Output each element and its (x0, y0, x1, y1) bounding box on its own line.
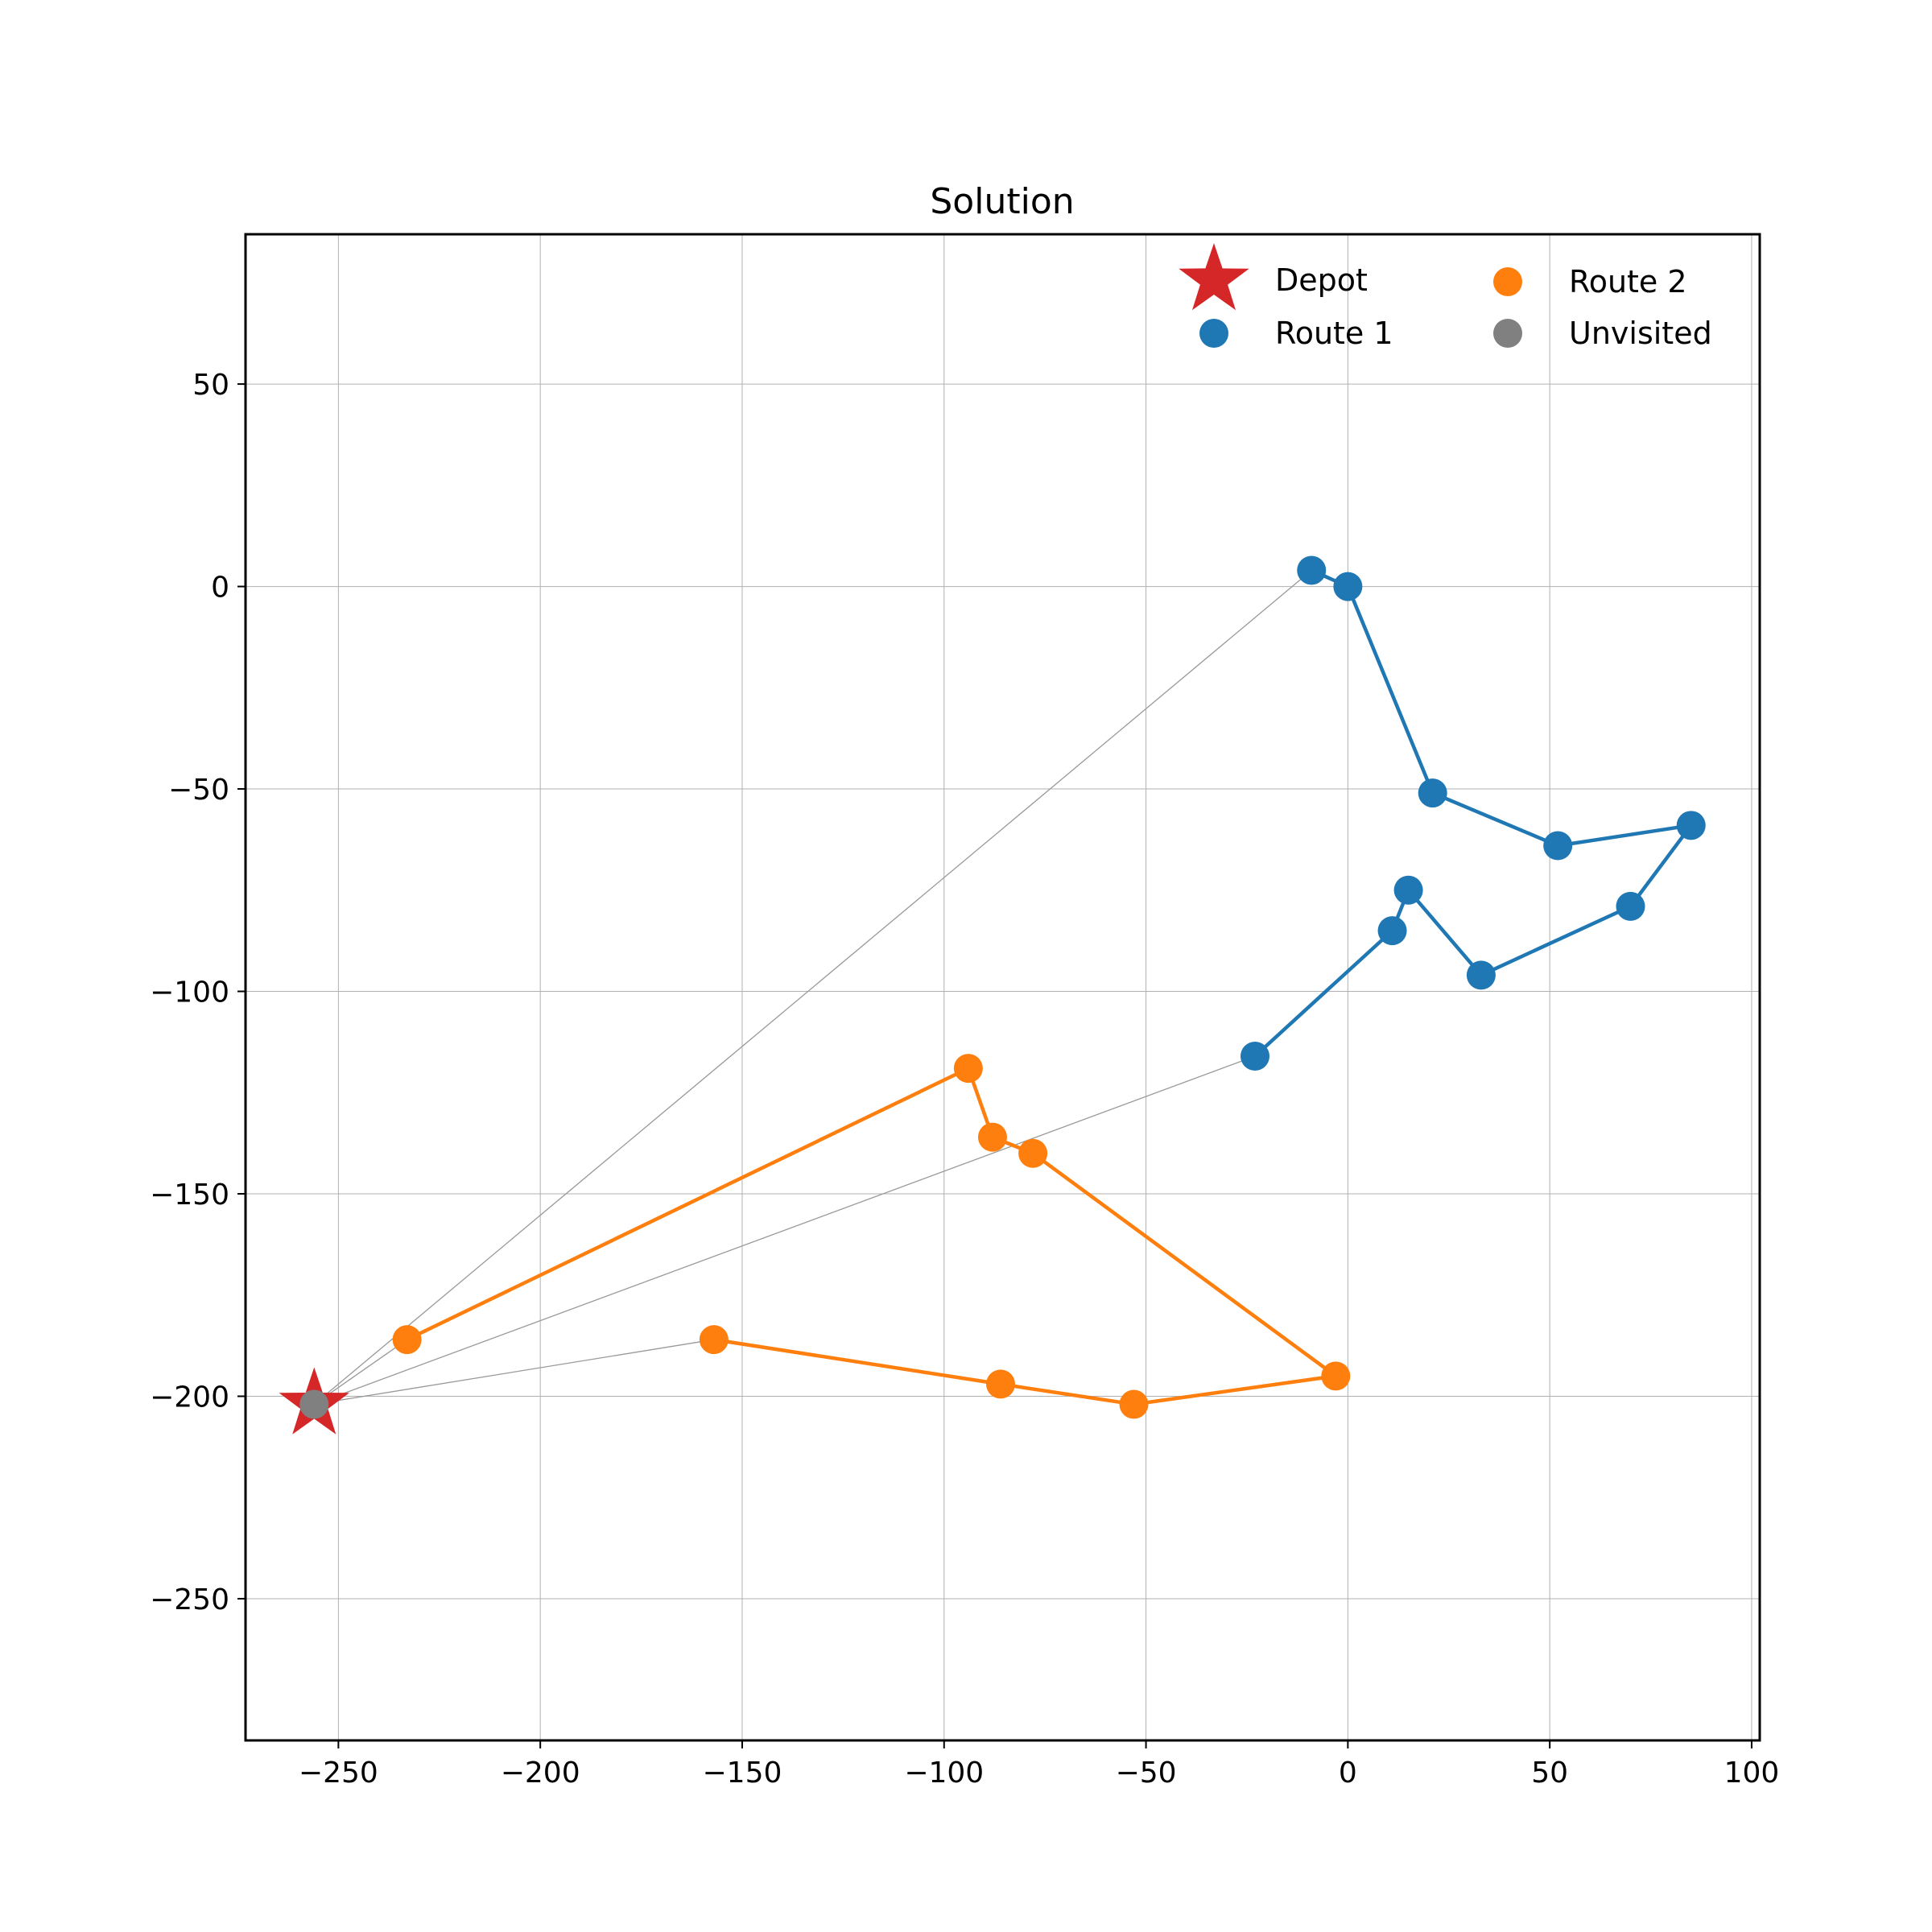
legend-marker-icon (1493, 267, 1522, 296)
x-tick-label: −250 (299, 1757, 378, 1790)
route-point (1616, 891, 1645, 921)
legend-label: Route 1 (1275, 316, 1393, 351)
route-point (1393, 875, 1423, 905)
legend-label: Route 2 (1569, 264, 1687, 299)
route-point (1321, 1361, 1351, 1391)
route-point (699, 1325, 729, 1355)
x-tick-label: −150 (703, 1757, 782, 1790)
route-line (1253, 568, 1693, 1058)
y-tick-label: 0 (211, 572, 229, 605)
x-tick-label: 0 (1339, 1757, 1357, 1790)
y-tick-label: 50 (192, 369, 229, 402)
depot-links (313, 569, 1313, 1406)
axis-ticks: −250 −200 −150 −100 −50 0 50 100 50 0 −50 −100 −150 −… (150, 369, 1779, 1790)
legend-marker-icon (1493, 319, 1522, 348)
route-point (1418, 778, 1447, 808)
legend-label: Unvisited (1569, 316, 1712, 351)
route-point (1241, 1042, 1269, 1071)
y-tick-label: −200 (150, 1381, 229, 1414)
x-tick-label: −50 (1116, 1757, 1177, 1790)
route-point (1018, 1138, 1048, 1168)
route-point (977, 1122, 1007, 1152)
route-point (985, 1369, 1015, 1399)
route-point (953, 1054, 983, 1084)
route-point (1119, 1389, 1149, 1419)
point-markers (279, 555, 1706, 1435)
route-point (392, 1325, 422, 1355)
x-tick-label: 100 (1724, 1757, 1780, 1790)
y-tick-label: −50 (168, 774, 229, 807)
plot-frame (244, 233, 1761, 1742)
unvisited-point (299, 1389, 329, 1419)
depot-link-line (314, 1339, 714, 1406)
legend-marker-icon (1199, 319, 1228, 348)
depot-link-line (313, 569, 1313, 1406)
y-tick-label: −100 (150, 976, 229, 1009)
legend-depot-star-icon (1179, 243, 1249, 311)
y-tick-label: −150 (150, 1179, 229, 1212)
y-tick-label: −250 (150, 1583, 229, 1616)
route-point (1297, 555, 1327, 585)
legend: Depot Route 1 Route 2 Unvisited (1179, 243, 1712, 351)
route-point (1466, 960, 1496, 990)
route-point (1333, 572, 1363, 601)
route-point (1377, 916, 1407, 946)
route-point (1543, 831, 1573, 861)
x-tick-label: −200 (501, 1757, 580, 1790)
legend-label: Depot (1275, 262, 1368, 298)
depot-link-line (314, 1055, 1256, 1406)
chart-title: Solution (930, 181, 1074, 222)
x-tick-label: 50 (1531, 1757, 1568, 1790)
x-tick-label: −100 (904, 1757, 984, 1790)
route-point (1676, 811, 1706, 840)
